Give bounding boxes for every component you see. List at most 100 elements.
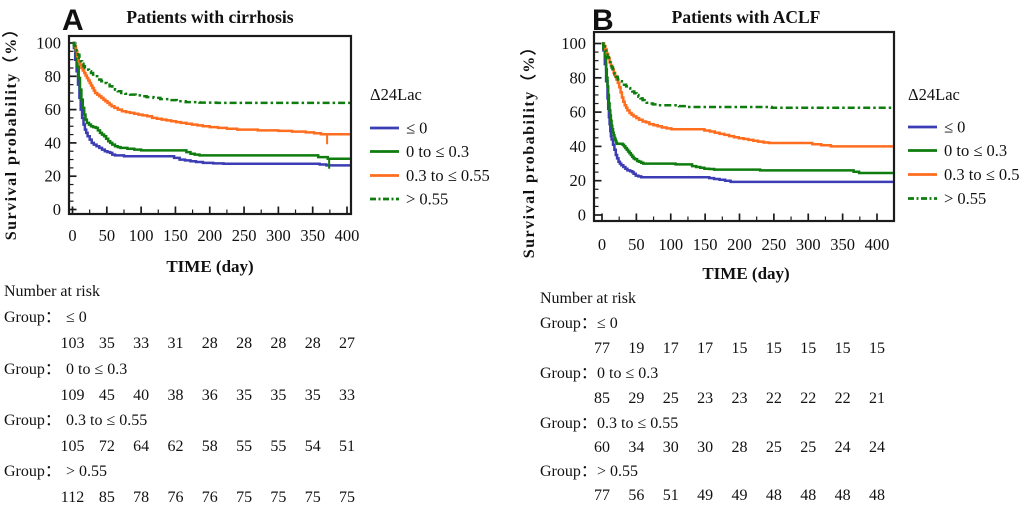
panel-a: A Patients with cirrhosis Survival proba… <box>2 4 490 506</box>
risk-count: 51 <box>663 487 679 504</box>
risk-count: 15 <box>800 340 816 357</box>
survival-curve-1 <box>72 41 350 167</box>
risk-count: 15 <box>835 340 851 357</box>
risk-count: 85 <box>99 489 115 506</box>
risk-count: 38 <box>167 387 183 404</box>
risk-count: 15 <box>869 340 885 357</box>
group-label: 0 to ≤ 0.3 <box>597 365 658 382</box>
risk-count: 15 <box>732 340 748 357</box>
x-tick-label: 250 <box>762 235 787 254</box>
y-tick-label: 20 <box>45 167 62 186</box>
legend-label-le0: ≤ 0 <box>406 119 427 138</box>
legend-label-le0: ≤ 0 <box>944 118 965 137</box>
risk-count: 35 <box>99 335 115 352</box>
legend-label-gt055: > 0.55 <box>406 190 448 209</box>
risk-count: 23 <box>697 390 713 407</box>
risk-count: 24 <box>835 439 851 456</box>
legend-label-0to03: 0 to ≤ 0.3 <box>406 142 469 161</box>
y-tick-label: 100 <box>561 34 586 53</box>
panel-b-chart-canvas: 0 20 40 60 80 100 0 50 100 150 200 250 300 350 400 77 19… <box>561 30 937 504</box>
group-label: 0 to ≤ 0.3 <box>66 361 127 378</box>
x-tick-label: 150 <box>163 226 188 245</box>
risk-count: 49 <box>697 487 713 504</box>
risk-table-header: Number at risk <box>4 283 100 300</box>
risk-count: 55 <box>236 438 252 455</box>
group-label: 0.3 to ≤ 0.55 <box>597 415 678 432</box>
x-tick-label: 300 <box>796 235 821 254</box>
group-label: > 0.55 <box>597 463 638 480</box>
x-tick-label: 200 <box>727 235 752 254</box>
risk-count: 30 <box>697 439 713 456</box>
risk-count: 78 <box>133 489 149 506</box>
legend-label-gt055: > 0.55 <box>944 189 986 208</box>
risk-count: 21 <box>869 390 885 407</box>
group-prefix: Group： <box>4 361 61 378</box>
x-tick-label: 250 <box>232 226 257 245</box>
y-tick-label: 0 <box>53 200 61 219</box>
group-label: > 0.55 <box>66 463 107 480</box>
risk-count: 55 <box>270 438 286 455</box>
risk-count: 28 <box>732 439 748 456</box>
y-tick-label: 80 <box>45 67 62 86</box>
risk-count: 77 <box>594 340 610 357</box>
risk-count: 75 <box>305 489 321 506</box>
risk-count: 109 <box>61 387 85 404</box>
risk-count: 36 <box>202 387 218 404</box>
risk-count: 35 <box>270 387 286 404</box>
risk-table-header: Number at risk <box>540 290 636 307</box>
x-tick-label: 150 <box>693 235 718 254</box>
survival-curve-2 <box>602 42 893 175</box>
legend-label-03to055: 0.3 to ≤ 0.55 <box>406 166 490 185</box>
survival-curve-3 <box>72 41 350 136</box>
x-tick-label: 400 <box>335 226 360 245</box>
risk-count: 28 <box>236 335 252 352</box>
curves-group <box>72 41 350 169</box>
risk-count: 33 <box>339 387 355 404</box>
risk-count: 28 <box>305 335 321 352</box>
risk-count: 24 <box>869 439 885 456</box>
group-prefix: Group： <box>540 365 597 382</box>
risk-count: 17 <box>697 340 713 357</box>
y-tick-label: 60 <box>570 103 587 122</box>
x-tick-label: 200 <box>197 226 222 245</box>
risk-count: 85 <box>594 390 610 407</box>
group-prefix: Group： <box>4 412 61 429</box>
risk-count: 27 <box>339 335 355 352</box>
panel-b-x-axis-label: TIME (day) <box>702 264 789 283</box>
risk-count: 76 <box>167 489 183 506</box>
x-tick-label: 0 <box>68 226 76 245</box>
x-tick-label: 50 <box>628 235 645 254</box>
risk-count: 35 <box>305 387 321 404</box>
risk-count: 75 <box>236 489 252 506</box>
risk-count: 22 <box>835 390 851 407</box>
panel-a-chart-canvas: 0 20 40 60 80 100 0 50 100 150 200 250 300 350 400 103 3… <box>36 34 399 506</box>
y-tick-label: 100 <box>36 34 61 53</box>
risk-count: 48 <box>835 487 851 504</box>
x-tick-label: 100 <box>658 235 683 254</box>
y-tick-label: 60 <box>45 100 62 119</box>
risk-count: 25 <box>766 439 782 456</box>
survival-curve-4 <box>72 41 350 105</box>
x-tick-label: 300 <box>266 226 291 245</box>
plot-border <box>67 34 353 216</box>
group-prefix: Group： <box>540 315 597 332</box>
risk-count: 17 <box>663 340 679 357</box>
risk-count: 28 <box>202 335 218 352</box>
risk-count: 60 <box>594 439 610 456</box>
risk-count: 30 <box>663 439 679 456</box>
survival-curve-1 <box>602 42 893 184</box>
risk-count: 62 <box>167 438 183 455</box>
y-tick-label: 20 <box>570 171 587 190</box>
risk-count: 25 <box>663 390 679 407</box>
risk-count: 29 <box>628 390 644 407</box>
risk-count: 25 <box>800 439 816 456</box>
risk-count: 40 <box>133 387 149 404</box>
risk-count: 31 <box>167 335 183 352</box>
y-tick-label: 40 <box>570 137 587 156</box>
risk-count: 77 <box>594 487 610 504</box>
panel-a-letter: A <box>62 4 84 37</box>
group-prefix: Group： <box>540 463 597 480</box>
risk-count: 75 <box>339 489 355 506</box>
survival-curve-4 <box>602 42 893 110</box>
